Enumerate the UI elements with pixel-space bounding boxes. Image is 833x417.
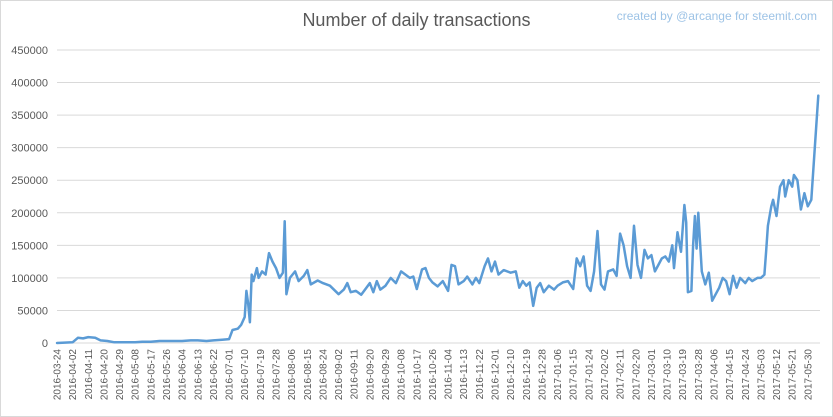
x-tick-label: 2016-12-28	[537, 349, 548, 401]
y-tick-label: 50000	[17, 305, 48, 317]
x-tick-label: 2016-04-11	[84, 349, 95, 400]
x-tick-label: 2017-05-03	[756, 349, 767, 401]
series-line	[55, 94, 820, 345]
x-tick-label: 2017-04-15	[725, 349, 736, 401]
y-tick-label: 0	[42, 338, 48, 350]
y-tick-label: 400000	[11, 78, 48, 90]
x-tick-label: 2017-01-06	[553, 349, 564, 401]
x-axis: 2016-03-24 2016-04-02 2016-04-11 2016-04-20…	[53, 349, 815, 401]
x-tick-label: 2017-01-24	[584, 349, 595, 401]
series-group	[55, 94, 820, 345]
x-tick-label: 2017-03-01	[647, 349, 658, 401]
x-tick-label: 2016-04-20	[99, 349, 110, 401]
x-tick-label: 2017-03-28	[694, 349, 705, 401]
y-tick-label: 250000	[11, 175, 48, 187]
x-tick-label: 2017-03-10	[663, 349, 674, 401]
x-tick-label: 2016-08-24	[318, 349, 329, 401]
y-tick-label: 450000	[11, 45, 48, 57]
x-tick-label: 2017-02-02	[600, 349, 611, 401]
x-tick-label: 2017-04-06	[709, 349, 720, 401]
x-tick-label: 2016-12-10	[506, 349, 517, 401]
credit-text: created by @arcange for steemit.com	[616, 9, 817, 23]
x-tick-label: 2016-12-19	[522, 349, 533, 401]
x-tick-label: 2016-03-24	[53, 349, 64, 401]
y-tick-label: 300000	[11, 143, 48, 155]
y-tick-label: 200000	[11, 208, 48, 220]
x-tick-label: 2016-09-11	[350, 349, 361, 400]
x-tick-label: 2016-11-04	[444, 349, 455, 400]
x-tick-label: 2016-04-29	[115, 349, 126, 401]
x-tick-label: 2016-11-22	[475, 349, 486, 400]
x-tick-label: 2016-10-17	[412, 349, 423, 401]
y-tick-label: 150000	[11, 240, 48, 252]
y-tick-label: 350000	[11, 110, 48, 122]
x-tick-label: 2016-05-08	[131, 349, 142, 401]
x-tick-label: 2016-09-02	[334, 349, 345, 401]
x-tick-label: 2016-04-02	[68, 349, 79, 401]
x-tick-label: 2016-06-22	[209, 349, 220, 401]
x-tick-label: 2016-06-04	[178, 349, 189, 401]
y-axis: 0 50000 100000 150000 200000 250000 300000 3500…	[11, 45, 48, 350]
x-tick-label: 2016-09-20	[365, 349, 376, 401]
x-tick-label: 2016-12-01	[490, 349, 501, 401]
x-tick-label: 2017-01-15	[569, 349, 580, 401]
x-tick-label: 2017-03-19	[678, 349, 689, 401]
x-tick-label: 2016-05-17	[146, 349, 157, 401]
x-tick-label: 2017-04-24	[741, 349, 752, 401]
x-tick-label: 2017-02-20	[631, 349, 642, 401]
x-tick-label: 2016-07-28	[271, 349, 282, 401]
x-tick-label: 2016-09-29	[381, 349, 392, 401]
gridlines	[57, 49, 820, 344]
x-tick-label: 2017-05-12	[772, 349, 783, 401]
x-tick-label: 2016-10-26	[428, 349, 439, 401]
x-tick-label: 2016-11-13	[459, 349, 470, 400]
x-tick-label: 2016-05-26	[162, 349, 173, 401]
x-tick-label: 2017-05-21	[788, 349, 799, 401]
x-tick-label: 2016-07-01	[225, 349, 236, 401]
x-tick-label: 2016-07-10	[240, 349, 251, 401]
x-tick-label: 2017-02-11	[616, 349, 627, 400]
y-tick-label: 100000	[11, 273, 48, 285]
x-tick-label: 2016-07-19	[256, 349, 267, 401]
x-tick-label: 2016-10-08	[397, 349, 408, 401]
x-tick-label: 2016-06-13	[193, 349, 204, 401]
x-tick-label: 2016-08-15	[303, 349, 314, 401]
chart-title: Number of daily transactions	[302, 10, 531, 30]
x-tick-label: 2016-08-06	[287, 349, 298, 401]
x-tick-label: 2017-05-30	[803, 349, 814, 401]
